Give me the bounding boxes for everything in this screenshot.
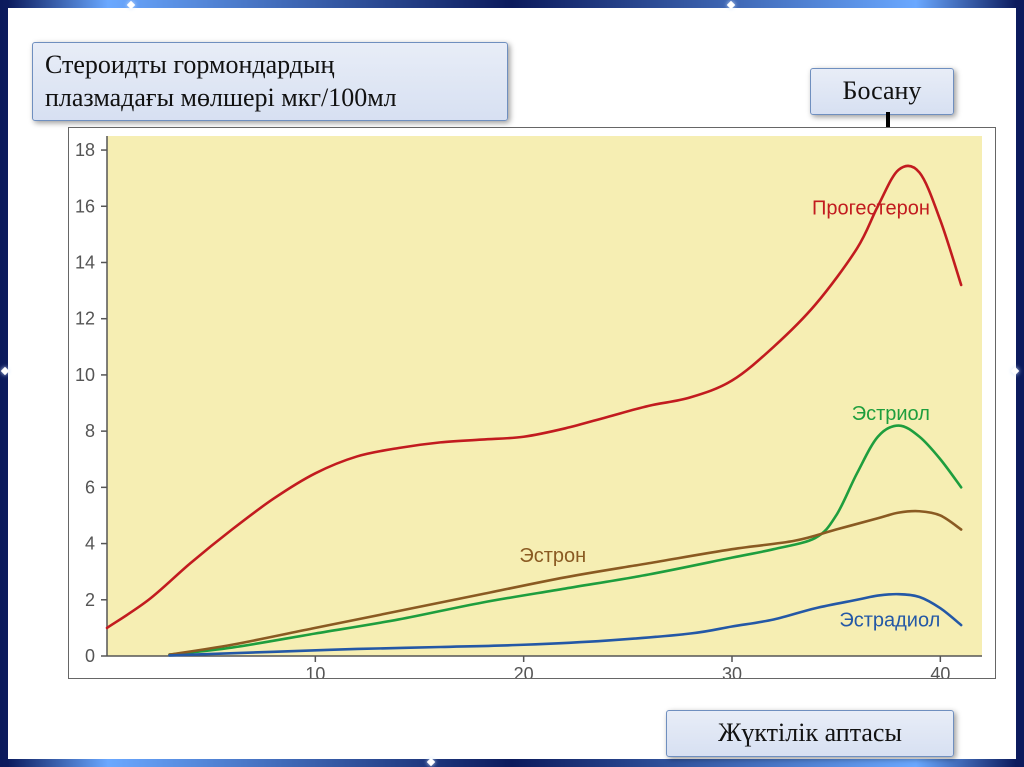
- frame-star-icon: [1, 367, 9, 375]
- y-axis-title-line2: плазмадағы мөлшері мкг/100мл: [45, 82, 495, 115]
- series-label-estradiol: Эстрадиол: [839, 609, 940, 631]
- y-tick-label: 10: [75, 365, 95, 385]
- y-tick-label: 6: [85, 477, 95, 497]
- y-axis-title-box: Стероидты гормондардың плазмадағы мөлшер…: [32, 42, 508, 121]
- birth-label-box: Босану: [810, 68, 954, 115]
- hormone-chart: 0 2 4 6 8 10 12 14 16 18 10 20 30 40 Прогестерон Эстрио…: [69, 128, 995, 678]
- frame-star-icon: [1011, 367, 1019, 375]
- frame-star-icon: [727, 1, 735, 9]
- x-tick-label: 30: [722, 664, 742, 678]
- y-axis-title-line1: Стероидты гормондардың: [45, 49, 495, 82]
- y-tick-label: 14: [75, 252, 95, 272]
- slide-frame: Стероидты гормондардың плазмадағы мөлшер…: [0, 0, 1024, 767]
- y-tick-label: 16: [75, 196, 95, 216]
- x-axis-title-text: Жүктілік аптасы: [718, 718, 902, 747]
- y-tick-label: 18: [75, 140, 95, 160]
- frame-star-icon: [127, 1, 135, 9]
- chart-container: 0 2 4 6 8 10 12 14 16 18 10 20 30 40 Прогестерон Эстрио…: [68, 127, 996, 679]
- x-tick-label: 10: [305, 664, 325, 678]
- y-tick-label: 8: [85, 421, 95, 441]
- y-tick-label: 0: [85, 646, 95, 666]
- x-tick-label: 40: [930, 664, 950, 678]
- x-tick-label: 20: [514, 664, 534, 678]
- y-tick-label: 12: [75, 309, 95, 329]
- x-axis-title-box: Жүктілік аптасы: [666, 710, 954, 757]
- series-label-estrone: Эстрон: [519, 545, 586, 567]
- y-tick-label: 2: [85, 590, 95, 610]
- birth-label-text: Босану: [843, 76, 922, 105]
- series-label-estriol: Эстриол: [852, 403, 930, 425]
- y-tick-label: 4: [85, 534, 95, 554]
- frame-star-icon: [427, 758, 435, 766]
- series-label-progesterone: Прогестерон: [812, 198, 930, 220]
